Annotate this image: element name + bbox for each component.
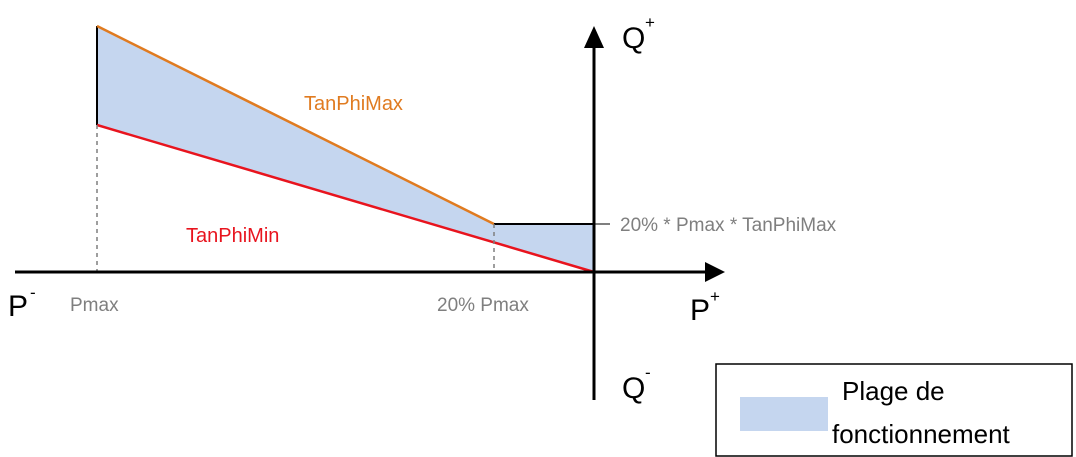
legend-swatch	[740, 397, 828, 431]
q-positive-sup: +	[645, 13, 655, 32]
pmax-label: Pmax	[70, 295, 119, 316]
p-negative-sup: -	[30, 283, 36, 302]
tanphimax-label: TanPhiMax	[304, 93, 403, 115]
tanphimin-line	[96, 123, 595, 274]
p-positive-sup: +	[710, 287, 720, 306]
p-positive-label: P	[690, 294, 710, 327]
p-negative-label: P	[8, 290, 28, 323]
legend-text-line1: Plage de	[842, 376, 945, 406]
legend-text-line2: fonctionnement	[832, 419, 1011, 449]
pmax20-label: 20% Pmax	[437, 295, 529, 316]
tanphimin-label: TanPhiMin	[186, 225, 279, 247]
q-positive-label: Q	[622, 22, 645, 55]
q-level-label: 20% * Pmax * TanPhiMax	[620, 215, 837, 236]
q-axis-arrowhead	[584, 26, 604, 48]
tanphimax-line	[96, 24, 495, 226]
q-negative-sup: -	[645, 363, 651, 382]
operating-region	[97, 26, 594, 272]
q-negative-label: Q	[622, 372, 645, 405]
p-axis-arrowhead	[705, 262, 725, 282]
